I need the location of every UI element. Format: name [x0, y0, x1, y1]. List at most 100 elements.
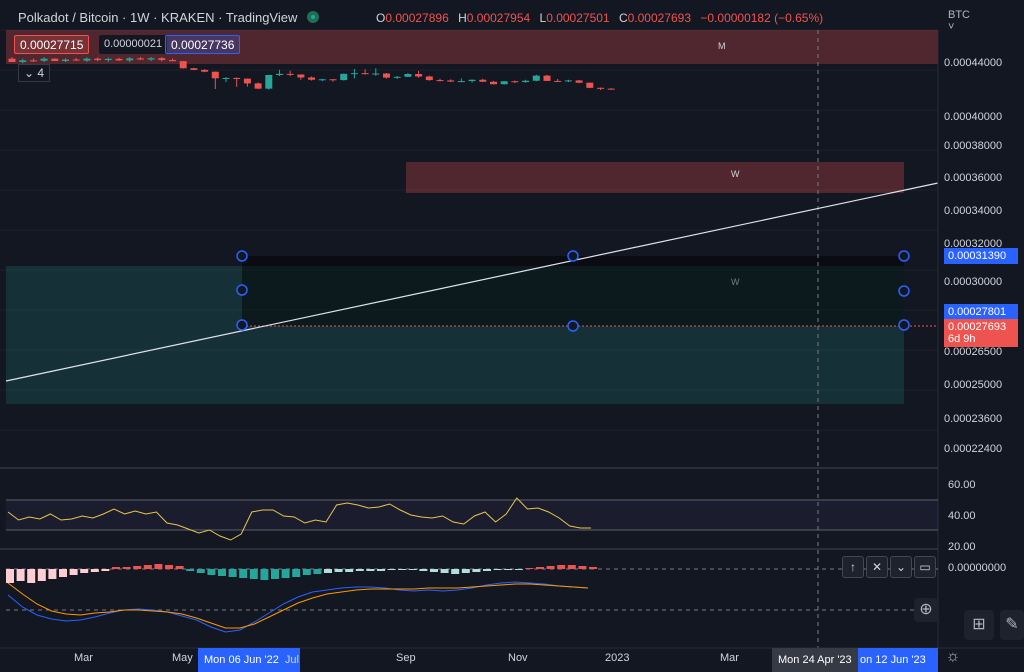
- macd-histogram-bar: [398, 569, 407, 570]
- buy-button[interactable]: 0.00027736: [165, 35, 241, 54]
- candle-body: [554, 80, 562, 82]
- time-label: Nov: [508, 652, 528, 664]
- candle-body: [404, 74, 412, 77]
- macd-histogram-bar: [48, 569, 57, 579]
- candle-body: [415, 74, 423, 77]
- drawing-handle: [567, 320, 579, 332]
- price-tag-upper: 0.00031390: [944, 248, 1018, 264]
- symbol-title[interactable]: Polkadot / Bitcoin · 1W · KRAKEN · Tradi…: [18, 10, 327, 25]
- macd-histogram-bar: [525, 568, 534, 569]
- candle-body: [233, 77, 241, 79]
- pencil-icon[interactable]: ✎: [1000, 610, 1024, 640]
- price-label: 0.00025000: [944, 379, 1003, 391]
- candle-body: [607, 88, 615, 90]
- candle-body: [425, 76, 433, 81]
- macd-axis-label: 0.00000000: [948, 562, 1007, 574]
- sell-button[interactable]: 0.00027715: [14, 35, 90, 54]
- macd-histogram-bar: [366, 569, 375, 571]
- macd-histogram-bar: [112, 567, 120, 569]
- price-label: 0.00026500: [944, 346, 1003, 358]
- macd-histogram-bar: [133, 566, 142, 569]
- rsi-axis-label: 20.00: [948, 541, 976, 553]
- candle-body: [19, 60, 27, 62]
- candle-body: [308, 77, 316, 80]
- currency-selector[interactable]: BTC ˅: [948, 9, 970, 33]
- macd-histogram-bar: [567, 565, 576, 569]
- rsi-line: [7, 497, 591, 541]
- macd-histogram-bar: [196, 569, 205, 573]
- trend-line: [5, 182, 939, 382]
- macd-histogram-bar: [578, 566, 587, 569]
- macd-histogram-bar: [345, 569, 354, 572]
- move-up-icon[interactable]: ↑: [842, 556, 864, 578]
- candle-body: [201, 69, 209, 72]
- macd-histogram-bar: [90, 569, 99, 572]
- add-plus-icon[interactable]: ⊕: [914, 598, 938, 622]
- indicators-toggle[interactable]: ⌄ 4: [18, 64, 51, 82]
- change-value: −0.00000182 (−0.65%): [700, 11, 824, 25]
- macd-line: [7, 581, 589, 633]
- object-tree-icon[interactable]: ⊞: [964, 610, 994, 640]
- chevron-down-icon: ˅: [948, 21, 955, 33]
- macd-histogram-bar: [408, 569, 417, 570]
- close-pane-icon[interactable]: ✕: [866, 556, 888, 578]
- weekly-resistance-zone: [406, 162, 904, 193]
- zone-label-monthly: M: [718, 41, 726, 51]
- candle-body: [136, 58, 144, 60]
- candle-body: [575, 80, 583, 83]
- macd-histogram-bar: [143, 565, 152, 569]
- macd-histogram-bar: [101, 569, 110, 571]
- macd-histogram-bar: [271, 569, 279, 579]
- chevron-down-icon: ⌄: [24, 66, 38, 80]
- candle-body: [158, 58, 166, 61]
- candle-body: [222, 77, 230, 79]
- candle-body: [586, 82, 594, 88]
- macd-histogram-bar: [440, 569, 449, 573]
- maximize-icon[interactable]: ▭: [914, 556, 936, 578]
- macd-histogram-bar: [451, 569, 460, 574]
- macd-histogram-bar: [536, 567, 544, 569]
- drawing-handle: [898, 285, 910, 297]
- settings-gear-icon[interactable]: ☼: [945, 648, 961, 665]
- candle-body: [94, 58, 102, 61]
- macd-histogram-bar: [419, 569, 428, 571]
- drawing-handle: [236, 284, 248, 296]
- candle-body: [62, 59, 69, 62]
- macd-histogram-bar: [430, 569, 438, 572]
- collapse-icon[interactable]: ⌄: [890, 556, 912, 578]
- macd-histogram-bar: [377, 569, 385, 571]
- weekly-support-zone: [6, 266, 904, 404]
- bar-countdown: 6d 9h: [948, 333, 976, 345]
- candle-body: [104, 58, 112, 61]
- time-cursor-end: on 12 Jun '23: [858, 648, 938, 672]
- candle-body: [211, 71, 219, 79]
- macd-histogram-bar: [207, 569, 216, 575]
- price-label: 0.00036000: [944, 172, 1003, 184]
- drawing-handle: [236, 319, 248, 331]
- candle-body: [372, 73, 380, 75]
- candle-body: [383, 73, 390, 78]
- price-tag-lower: 0.00027801: [944, 304, 1018, 320]
- candle-body: [297, 74, 305, 78]
- zone-label-weekly: W: [731, 169, 740, 179]
- zone-label-weekly-lower: W: [731, 277, 740, 287]
- price-label: 0.00032000: [944, 238, 1003, 250]
- candle-body: [276, 73, 283, 75]
- candle-body: [564, 80, 572, 82]
- macd-histogram-bar: [461, 569, 470, 573]
- drawing-handle: [236, 250, 248, 262]
- candle-body: [40, 58, 48, 61]
- price-label: 0.00044000: [944, 57, 1003, 69]
- price-label: 0.00034000: [944, 205, 1003, 217]
- time-label: Mar: [74, 652, 93, 664]
- macd-histogram-bar: [59, 569, 67, 577]
- macd-histogram-bar: [80, 569, 89, 573]
- time-label: Mar: [720, 652, 739, 664]
- macd-histogram-bar: [228, 569, 237, 577]
- macd-histogram-bar: [27, 569, 36, 583]
- macd-histogram-bar: [292, 569, 301, 577]
- candle-body: [29, 60, 37, 62]
- drawing-handle: [898, 250, 910, 262]
- candle-body: [83, 58, 91, 61]
- time-cursor-label: Mon 06 Jun '22 Jul: [198, 648, 300, 672]
